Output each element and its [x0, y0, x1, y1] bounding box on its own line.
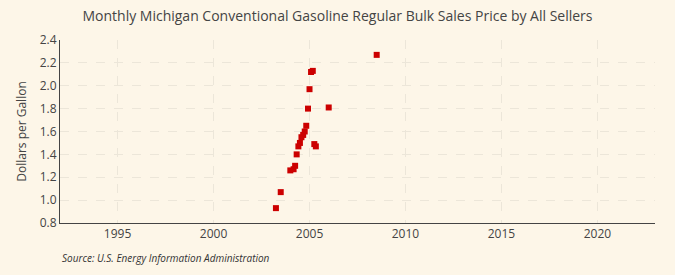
svg-text:1995: 1995 [104, 225, 132, 242]
svg-text:2005: 2005 [296, 225, 324, 242]
svg-text:1.8: 1.8 [40, 100, 57, 117]
svg-text:2010: 2010 [392, 225, 420, 242]
svg-text:2.4: 2.4 [40, 31, 57, 48]
svg-text:1.2: 1.2 [40, 168, 57, 185]
svg-text:2020: 2020 [584, 225, 612, 242]
svg-text:Source: U.S. Energy Informatio: Source: U.S. Energy Information Administ… [62, 251, 270, 265]
svg-text:2015: 2015 [488, 225, 516, 242]
svg-text:Dollars per Gallon: Dollars per Gallon [13, 81, 30, 182]
svg-text:2000: 2000 [200, 225, 228, 242]
svg-text:Monthly Michigan Conventional: Monthly Michigan Conventional Gasoline R… [82, 6, 592, 25]
svg-text:2.0: 2.0 [40, 77, 57, 94]
svg-text:0.8: 0.8 [40, 214, 57, 231]
svg-text:1.4: 1.4 [40, 146, 57, 163]
svg-text:2.2: 2.2 [40, 54, 57, 71]
svg-text:1.0: 1.0 [40, 191, 57, 208]
svg-text:1.6: 1.6 [40, 123, 57, 140]
